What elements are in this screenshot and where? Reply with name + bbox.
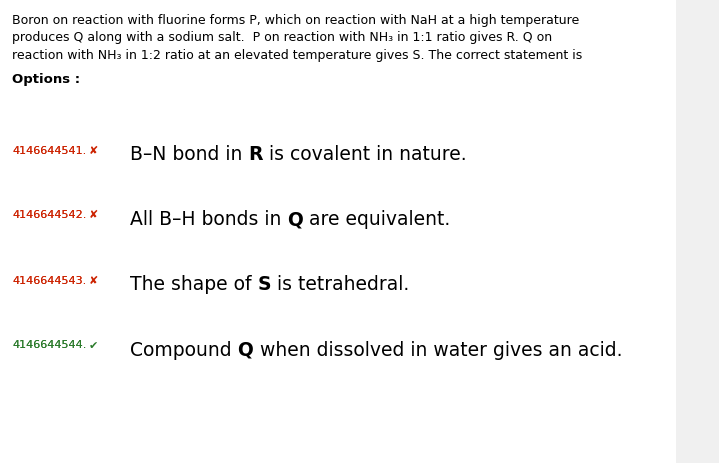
- Text: 4146644544.: 4146644544.: [12, 340, 86, 350]
- Text: ✘: ✘: [88, 145, 98, 156]
- Text: 4146644544.: 4146644544.: [12, 340, 86, 350]
- Text: Q: Q: [288, 211, 303, 230]
- Text: R: R: [248, 145, 263, 164]
- Text: reaction with NH₃ in 1:2 ratio at an elevated temperature gives S. The correct s: reaction with NH₃ in 1:2 ratio at an ele…: [12, 49, 582, 62]
- Text: ✘: ✘: [88, 275, 98, 286]
- Text: Boron on reaction with fluorine forms P, which on reaction with NaH at a high te: Boron on reaction with fluorine forms P,…: [12, 14, 580, 27]
- Text: 4146644543.: 4146644543.: [12, 275, 86, 286]
- Text: are equivalent.: are equivalent.: [303, 211, 451, 230]
- Text: Compound: Compound: [130, 340, 237, 359]
- Text: S: S: [257, 275, 271, 294]
- Bar: [676, 0, 719, 463]
- Text: ✘: ✘: [88, 211, 98, 220]
- Text: 4146644541.: 4146644541.: [12, 145, 86, 156]
- Text: All B–H bonds in: All B–H bonds in: [130, 211, 288, 230]
- Text: B–N bond in: B–N bond in: [130, 145, 248, 164]
- Text: ✔: ✔: [88, 340, 98, 350]
- Text: Q: Q: [237, 340, 254, 359]
- Text: 4146644542.: 4146644542.: [12, 211, 86, 220]
- Text: when dissolved in water gives an acid.: when dissolved in water gives an acid.: [254, 340, 622, 359]
- Text: is covalent in nature.: is covalent in nature.: [263, 145, 467, 164]
- Text: 4146644541.: 4146644541.: [12, 145, 86, 156]
- Text: Options :: Options :: [12, 73, 80, 86]
- Text: is tetrahedral.: is tetrahedral.: [271, 275, 409, 294]
- Text: produces Q along with a sodium salt.  P on reaction with NH₃ in 1:1 ratio gives : produces Q along with a sodium salt. P o…: [12, 31, 552, 44]
- Text: 4146644543.: 4146644543.: [12, 275, 86, 286]
- Text: The shape of: The shape of: [130, 275, 257, 294]
- Text: 4146644542.: 4146644542.: [12, 211, 86, 220]
